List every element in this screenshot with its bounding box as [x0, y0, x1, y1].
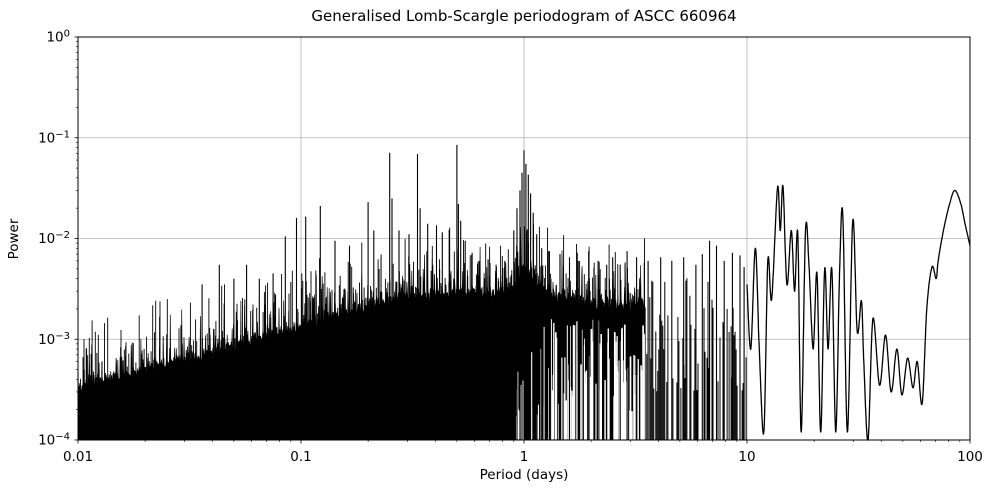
y-tick-label: 10−2 [38, 230, 70, 247]
x-tick-label: 100 [957, 449, 983, 465]
y-axis-label: Power [6, 218, 22, 260]
y-tick-label: 10−4 [38, 432, 70, 449]
y-tick-label: 10−1 [38, 129, 70, 146]
x-tick-label: 10 [738, 449, 755, 465]
x-tick-label: 1 [520, 449, 529, 465]
smooth-tail-curve [746, 184, 971, 441]
x-axis-label: Period (days) [479, 467, 569, 483]
x-tick-label: 0.1 [290, 449, 311, 465]
y-tick-label: 100 [46, 29, 70, 46]
x-tick-label: 0.01 [63, 449, 93, 465]
y-tick-label: 10−3 [38, 331, 70, 348]
chart-title: Generalised Lomb-Scargle periodogram of … [311, 7, 737, 25]
